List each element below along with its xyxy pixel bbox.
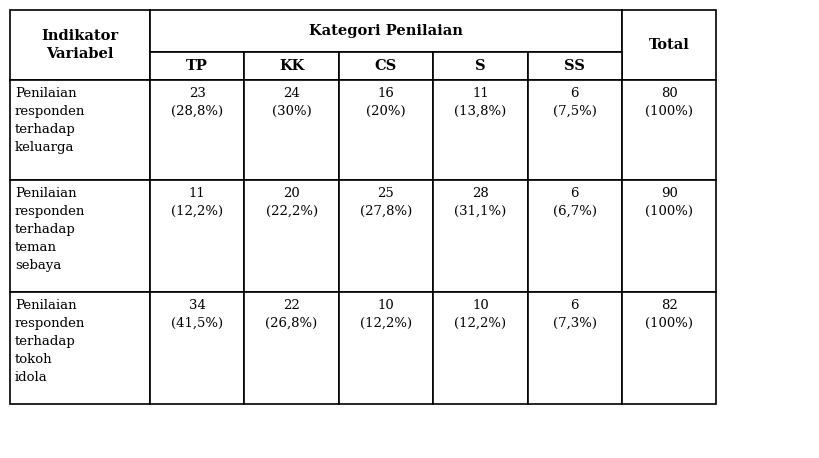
- Text: Penilaian
responden
terhadap
tokoh
idola: Penilaian responden terhadap tokoh idola: [15, 299, 85, 384]
- Text: S: S: [474, 59, 485, 73]
- Text: CS: CS: [374, 59, 396, 73]
- Bar: [10, 180, 150, 292]
- Text: 90
(100%): 90 (100%): [645, 187, 692, 218]
- Bar: [527, 180, 622, 292]
- Text: SS: SS: [563, 59, 585, 73]
- Bar: [244, 80, 338, 180]
- Bar: [432, 180, 527, 292]
- Text: 23
(28,8%): 23 (28,8%): [171, 87, 223, 118]
- Text: 10
(12,2%): 10 (12,2%): [360, 299, 412, 330]
- Bar: [338, 180, 432, 292]
- Bar: [622, 10, 716, 80]
- Text: Kategori Penilaian: Kategori Penilaian: [309, 24, 463, 38]
- Text: Total: Total: [648, 38, 689, 52]
- Bar: [432, 80, 527, 180]
- Bar: [338, 80, 432, 180]
- Text: 28
(31,1%): 28 (31,1%): [454, 187, 506, 218]
- Text: 22
(26,8%): 22 (26,8%): [265, 299, 317, 330]
- Bar: [150, 180, 244, 292]
- Bar: [622, 292, 716, 404]
- Text: 82
(100%): 82 (100%): [645, 299, 692, 330]
- Text: 11
(13,8%): 11 (13,8%): [454, 87, 506, 118]
- Text: 80
(100%): 80 (100%): [645, 87, 692, 118]
- Bar: [338, 292, 432, 404]
- Bar: [432, 292, 527, 404]
- Bar: [150, 10, 622, 52]
- Text: 16
(20%): 16 (20%): [366, 87, 405, 118]
- Bar: [622, 180, 716, 292]
- Text: Penilaian
responden
terhadap
keluarga: Penilaian responden terhadap keluarga: [15, 87, 85, 154]
- Bar: [432, 52, 527, 80]
- Bar: [527, 52, 622, 80]
- Bar: [150, 52, 244, 80]
- Bar: [244, 292, 338, 404]
- Text: 24
(30%): 24 (30%): [271, 87, 311, 118]
- Text: 11
(12,2%): 11 (12,2%): [171, 187, 223, 218]
- Bar: [150, 80, 244, 180]
- Bar: [527, 80, 622, 180]
- Text: 34
(41,5%): 34 (41,5%): [171, 299, 223, 330]
- Bar: [10, 292, 150, 404]
- Bar: [338, 52, 432, 80]
- Text: 10
(12,2%): 10 (12,2%): [454, 299, 506, 330]
- Bar: [150, 292, 244, 404]
- Text: 6
(7,3%): 6 (7,3%): [552, 299, 596, 330]
- Bar: [527, 292, 622, 404]
- Text: 6
(6,7%): 6 (6,7%): [552, 187, 596, 218]
- Bar: [244, 180, 338, 292]
- Text: Indikator
Variabel: Indikator Variabel: [42, 29, 119, 61]
- Text: 20
(22,2%): 20 (22,2%): [265, 187, 317, 218]
- Bar: [10, 10, 150, 80]
- Bar: [244, 52, 338, 80]
- Bar: [622, 80, 716, 180]
- Text: 6
(7,5%): 6 (7,5%): [552, 87, 596, 118]
- Text: TP: TP: [186, 59, 208, 73]
- Bar: [10, 80, 150, 180]
- Text: KK: KK: [278, 59, 304, 73]
- Text: 25
(27,8%): 25 (27,8%): [360, 187, 412, 218]
- Text: Penilaian
responden
terhadap
teman
sebaya: Penilaian responden terhadap teman sebay…: [15, 187, 85, 272]
